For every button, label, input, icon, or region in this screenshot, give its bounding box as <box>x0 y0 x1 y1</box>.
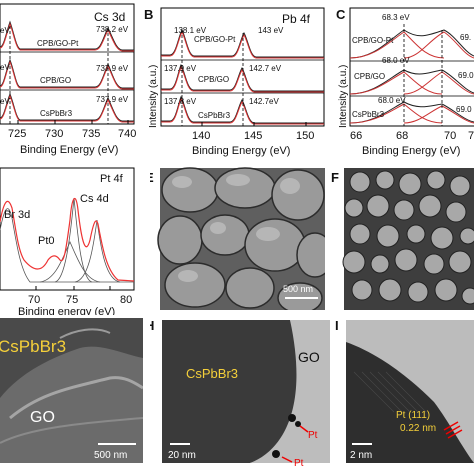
panel-b-trace1-peak1: 138.1 eV <box>174 26 207 35</box>
panel-c-trace1-peak1: 68.3 eV <box>382 13 410 22</box>
panel-c-trace2-name: CPB/GO <box>354 72 385 81</box>
panel-a-cs3d-spectra: Cs 3d eV 738.2 eV CPB/GO-Pt eV 737.9 eV … <box>0 0 140 160</box>
panel-a-trace3-peak: 737.9 eV <box>96 95 129 104</box>
panel-b-trace3-peak2: 142.7eV <box>249 97 279 106</box>
panel-d-label-pt0: Pt0 <box>38 235 55 247</box>
panel-g-label-cspbbr3: CsPbBr3 <box>0 337 66 356</box>
panel-b-trace1-name: CPB/GO-Pt <box>194 35 236 44</box>
panel-a-xlabel: Binding Energy (eV) <box>20 144 118 156</box>
panel-b-trace2-peak1: 137.9 eV <box>164 64 197 73</box>
panel-d-label-cs4d: Cs 4d <box>80 193 109 205</box>
panel-a-trace2-peak: 737.9 eV <box>96 64 129 73</box>
panel-i-svg: I Pt (111) 0.22 nm 2 nm <box>335 318 474 463</box>
panel-a-xtick-2: 730 <box>45 128 63 140</box>
panel-c-xtick-4: 7 <box>468 130 474 142</box>
panel-e-svg: E 500 nm <box>150 167 325 310</box>
panel-d-xtick-3: 80 <box>120 294 132 306</box>
panel-c-xtick-2: 68 <box>396 130 408 142</box>
panel-b-ylabel: Intensity (a.u.) <box>148 65 159 128</box>
panel-i-hrtem-image: I Pt (111) 0.22 nm 2 nm <box>334 312 474 474</box>
panel-b-title: Pb 4f <box>282 12 311 26</box>
panel-g-sem-image: CsPbBr3 GO 500 nm <box>0 318 143 474</box>
panel-h-label-go: GO <box>298 349 320 365</box>
panel-h-label-pt1: Pt <box>308 430 318 441</box>
panel-i-label-spacing: 0.22 nm <box>400 423 436 434</box>
panel-c-svg: C Intensity (a.u.) 68.3 eV 69. CPB/GO-Pt… <box>336 7 474 157</box>
panel-f-letter: F <box>331 170 339 185</box>
panel-a-xtick-4: 740 <box>118 128 136 140</box>
panel-c-trace1-name: CPB/GO-Pt <box>352 36 394 45</box>
panel-b-xtick-1: 140 <box>192 130 210 142</box>
panel-f-sem-image: F <box>330 160 474 310</box>
panel-c-ylabel: Intensity (a.u.) <box>338 65 349 128</box>
panel-b-letter: B <box>144 7 153 22</box>
panel-d-label-br3d: Br 3d <box>4 209 30 221</box>
panel-c-xtick-1: 66 <box>350 130 362 142</box>
panel-c-trace3-peak1: 68.0 eV <box>378 96 406 105</box>
panel-a-xtick-3: 735 <box>82 128 100 140</box>
panel-a-trace2-left-label: eV <box>0 63 10 72</box>
panel-a-svg: Cs 3d eV 738.2 eV CPB/GO-Pt eV 737.9 eV … <box>0 3 136 156</box>
panel-a-title: Cs 3d <box>94 10 125 24</box>
panel-i-label-pt111: Pt (111) <box>396 410 430 421</box>
panel-h-svg: H CsPbBr3 GO Pt Pt 20 nm <box>150 318 330 469</box>
panel-c-xtick-3: 70 <box>444 130 456 142</box>
panel-b-pb4f-spectra: B Intensity (a.u.) Pb 4f 138.1 eV 143 eV… <box>140 0 334 160</box>
panel-h-label-pt2: Pt <box>294 458 304 469</box>
panel-a-trace1-peak: 738.2 eV <box>96 25 129 34</box>
panel-d-xtick-2: 75 <box>66 294 78 306</box>
panel-a-trace1-name: CPB/GO-Pt <box>37 39 79 48</box>
panel-b-xtick-2: 145 <box>244 130 262 142</box>
panel-b-trace3-name: CsPbBr3 <box>198 111 231 120</box>
panel-h-label-cspbbr3: CsPbBr3 <box>186 366 238 381</box>
panel-d-pt4f-spectrum: Pt 4f Br 3d Pt0 Cs 4d 70 75 80 Binding e… <box>0 160 140 315</box>
panel-d-svg: Pt 4f Br 3d Pt0 Cs 4d 70 75 80 Binding e… <box>0 167 135 315</box>
panel-b-trace1-peak2: 143 eV <box>258 26 284 35</box>
panel-a-trace3-left-label: eV <box>0 97 10 106</box>
panel-e-letter: E <box>150 170 154 185</box>
panel-c-trace3-peak2: 69.0 <box>456 105 472 114</box>
panel-h-letter: H <box>150 318 154 333</box>
panel-g-scale-label: 500 nm <box>94 450 127 461</box>
panel-a-xtick-1: 725 <box>8 128 26 140</box>
panel-d-xlabel: Binding energy (eV) <box>18 306 115 315</box>
panel-c-letter: C <box>336 7 346 22</box>
panel-b-xlabel: Binding Energy (eV) <box>192 145 290 157</box>
panel-a-trace2-name: CPB/GO <box>40 76 71 85</box>
panel-c-trace2-peak1: 68.0 eV <box>382 56 410 65</box>
panel-b-trace2-name: CPB/GO <box>198 75 229 84</box>
panel-i-scale-label: 2 nm <box>350 450 372 461</box>
panel-d-title: Pt 4f <box>100 173 124 185</box>
panel-f-svg: F <box>331 168 474 310</box>
panel-h-scale-label: 20 nm <box>168 450 196 461</box>
panel-a-trace1-left-label: eV <box>0 26 10 35</box>
panel-c-trace1-peak2: 69. <box>460 33 471 42</box>
panel-c-trace2-peak2: 69.0 <box>458 71 474 80</box>
panel-c-trace3-name: CsPbBr3 <box>352 110 385 119</box>
panel-c-spectra: C Intensity (a.u.) 68.3 eV 69. CPB/GO-Pt… <box>334 0 474 160</box>
panel-e-scale-label: 500 nm <box>283 284 313 294</box>
panel-c-xlabel: Binding Energy (eV) <box>362 145 460 157</box>
panel-b-trace2-peak2: 142.7 eV <box>249 64 282 73</box>
panel-h-tem-image: H CsPbBr3 GO Pt Pt 20 nm <box>150 312 330 474</box>
panel-a-trace3-name: CsPbBr3 <box>40 109 73 118</box>
panel-b-xtick-3: 150 <box>296 130 314 142</box>
panel-i-letter: I <box>335 318 339 333</box>
panel-g-svg: CsPbBr3 GO 500 nm <box>0 318 143 463</box>
panel-b-trace3-peak1: 137.8 eV <box>164 97 197 106</box>
panel-b-svg: B Intensity (a.u.) Pb 4f 138.1 eV 143 eV… <box>144 7 325 157</box>
panel-d-xtick-1: 70 <box>28 294 40 306</box>
panel-g-label-go: GO <box>30 409 55 426</box>
panel-e-sem-image: E 500 nm <box>150 160 325 310</box>
